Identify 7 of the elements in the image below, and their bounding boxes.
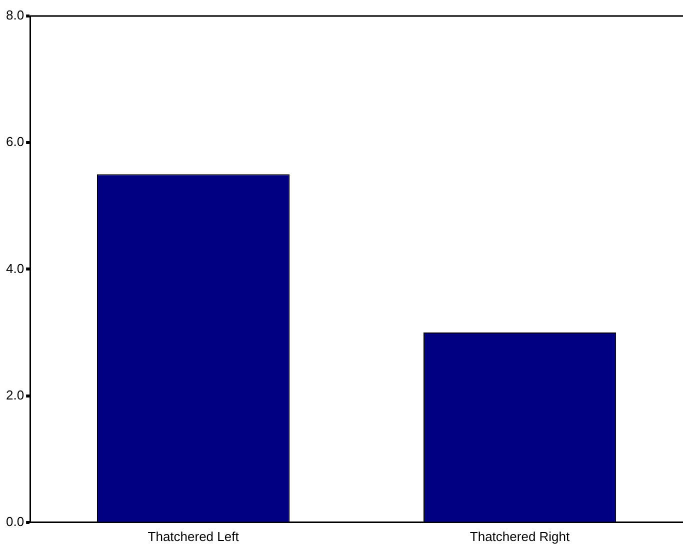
- y-tick-label: 8.0: [6, 8, 24, 23]
- y-tick-label: 6.0: [6, 134, 24, 150]
- y-tick-label: 2.0: [6, 387, 24, 402]
- x-tick-label: Thatchered Left: [148, 528, 240, 544]
- x-tick-label: Thatchered Right: [470, 528, 570, 544]
- y-tick-label: 0.0: [6, 514, 24, 529]
- y-tick-label: 4.0: [6, 260, 24, 276]
